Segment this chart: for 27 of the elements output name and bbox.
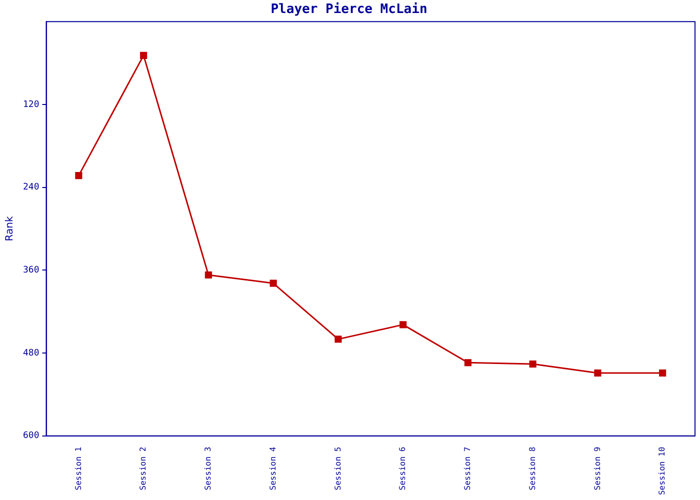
y-tick-label: 480 — [22, 348, 40, 358]
x-tick-label: Session 6 — [398, 446, 408, 490]
chart-title: Player Pierce McLain — [270, 2, 428, 18]
point — [400, 321, 407, 328]
point — [594, 369, 602, 377]
point — [140, 52, 148, 59]
y-tick-label: 120 — [22, 100, 40, 110]
x-tick-label: Session 3 — [204, 446, 213, 490]
point — [204, 271, 212, 279]
point — [75, 172, 82, 180]
x-tick-label: Session 1 — [74, 446, 83, 490]
point — [270, 280, 277, 287]
point — [334, 336, 342, 343]
x-tick-label: Session 8 — [528, 446, 537, 490]
y-axis-title: Rank — [4, 216, 16, 242]
point — [529, 360, 536, 368]
x-tick-label: Session 9 — [592, 446, 602, 490]
x-tick-label: Session 10 — [658, 446, 667, 496]
x-tick-label: Session 4 — [268, 446, 278, 490]
x-tick-label: Session 7 — [463, 446, 472, 490]
point — [659, 369, 666, 377]
x-tick-label: Session 5 — [333, 446, 342, 490]
y-tick-label: 240 — [22, 182, 40, 193]
y-tick-label: 600 — [22, 431, 40, 442]
y-tick-label: 360 — [22, 265, 40, 276]
x-tick-label: Session 2 — [138, 446, 148, 490]
point — [464, 359, 472, 366]
